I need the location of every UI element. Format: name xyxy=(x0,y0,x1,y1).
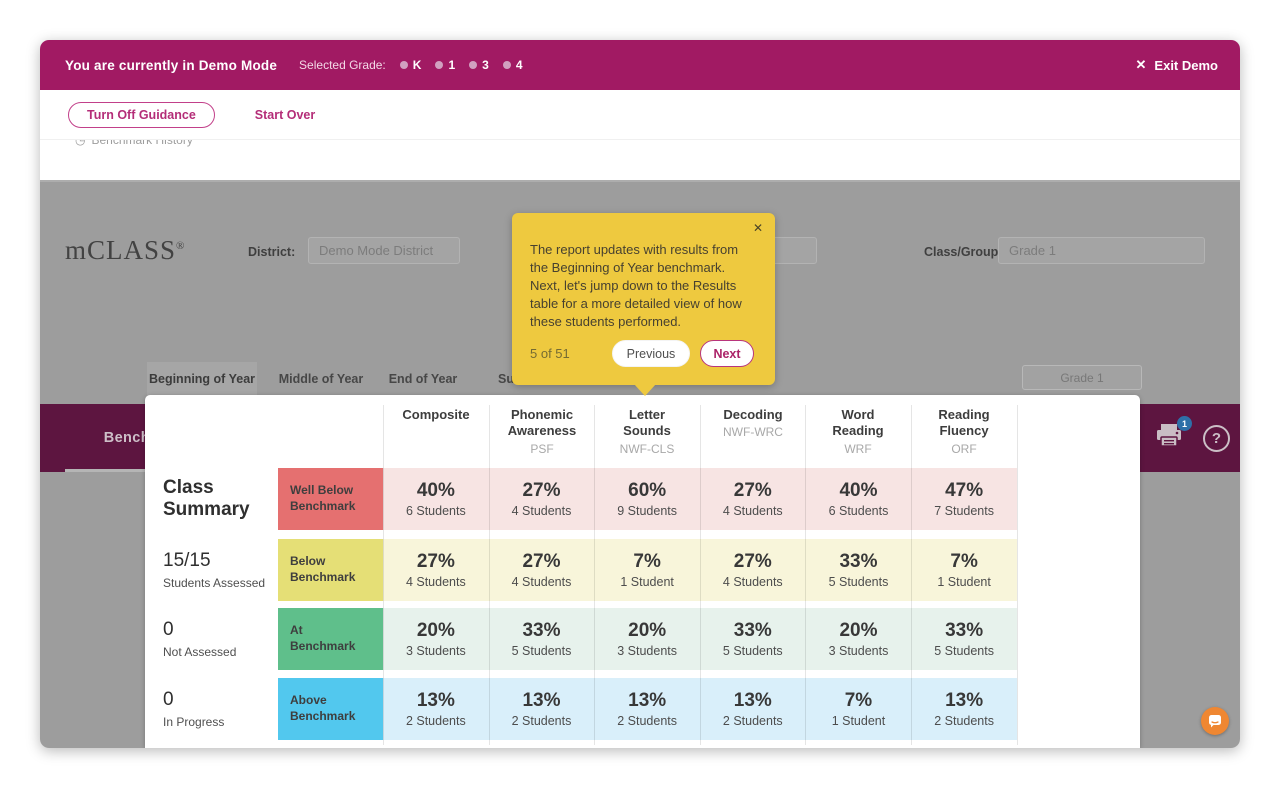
table-row-above: 0 In Progress Above Benchmark 13% 2 Stud… xyxy=(145,678,1140,740)
printer-icon xyxy=(1157,424,1181,447)
divider xyxy=(489,405,490,745)
district-input[interactable]: Demo Mode District xyxy=(308,237,460,264)
row-header-class-summary: Class Summary xyxy=(163,477,250,520)
table-cell: 33% 5 Students xyxy=(488,608,595,670)
divider xyxy=(700,405,701,745)
table-cell: 20% 3 Students xyxy=(805,608,912,670)
divider xyxy=(1017,405,1018,745)
table-cell: 33% 5 Students xyxy=(805,539,912,601)
divider xyxy=(40,180,1240,182)
demo-mode-banner: You are currently in Demo Mode Selected … xyxy=(40,40,1240,90)
table-row-below: 15/15 Students Assessed Below Benchmark … xyxy=(145,539,1140,601)
table-cell: 13% 2 Students xyxy=(594,678,700,740)
table-cell: 20% 3 Students xyxy=(594,608,700,670)
exit-demo-button[interactable]: ✕ Exit Demo xyxy=(1136,57,1218,73)
table-row-at: 0 Not Assessed At Benchmark 20% 3 Studen… xyxy=(145,608,1140,670)
radio-icon[interactable] xyxy=(435,61,444,69)
tooltip-caret xyxy=(634,384,656,396)
close-icon: ✕ xyxy=(1135,57,1147,72)
period-tab-partial[interactable]: Su xyxy=(498,371,514,386)
period-tab-beginning-of-year[interactable]: Beginning of Year xyxy=(147,362,257,395)
mclass-logo: mCLASS® xyxy=(65,235,186,265)
table-cell: 13% 2 Students xyxy=(911,678,1017,740)
period-tab-middle-of-year[interactable]: Middle of Year xyxy=(278,371,364,386)
table-cell: 7% 1 Student xyxy=(594,539,700,601)
table-cell: 27% 4 Students xyxy=(488,539,595,601)
start-over-link[interactable]: Start Over xyxy=(254,107,316,122)
table-cell: 60% 9 Students xyxy=(594,468,700,530)
turn-off-guidance-button[interactable]: Turn Off Guidance xyxy=(68,101,215,128)
well-below-benchmark-chip: Well Below Benchmark xyxy=(278,468,383,530)
app-window: You are currently in Demo Mode Selected … xyxy=(40,40,1240,748)
table-cell: 27% 4 Students xyxy=(383,539,489,601)
row-header-in-progress: 0 In Progress xyxy=(163,689,225,729)
table-cell: 27% 4 Students xyxy=(699,539,806,601)
registered-mark: ® xyxy=(176,240,186,252)
exit-demo-label: Exit Demo xyxy=(1154,57,1218,73)
table-cell: 40% 6 Students xyxy=(383,468,489,530)
table-cell: 7% 1 Student xyxy=(911,539,1017,601)
column-header-phonemic-awareness: Phonemic Awareness PSF xyxy=(507,407,577,456)
help-icon[interactable]: ? xyxy=(1203,425,1230,452)
class-group-input[interactable]: Grade 1 xyxy=(998,237,1205,264)
table-cell: 27% 4 Students xyxy=(488,468,595,530)
column-header-composite: Composite xyxy=(402,407,470,422)
close-icon[interactable]: ✕ xyxy=(752,221,763,235)
grade-option-3[interactable]: 3 xyxy=(469,58,489,72)
above-benchmark-chip: Above Benchmark xyxy=(278,678,383,740)
grade-select[interactable]: Grade 1 xyxy=(1022,365,1142,390)
class-group-label: Class/Group: xyxy=(924,245,1003,259)
radio-icon[interactable] xyxy=(502,61,511,69)
demo-mode-title: You are currently in Demo Mode xyxy=(65,57,278,73)
next-button[interactable]: Next xyxy=(700,340,754,367)
grade-option-4[interactable]: 4 xyxy=(502,58,523,72)
table-cell: 40% 6 Students xyxy=(805,468,912,530)
print-button[interactable]: 1 xyxy=(1154,416,1192,456)
class-summary-table: Composite Phonemic Awareness PSF Letter … xyxy=(145,395,1140,748)
print-count-badge: 1 xyxy=(1177,416,1192,431)
at-benchmark-chip: At Benchmark xyxy=(278,608,383,670)
app-header: mCLASS® District: Demo Mode District Cla… xyxy=(40,215,1240,295)
radio-icon[interactable] xyxy=(399,61,408,69)
radio-icon[interactable] xyxy=(469,61,478,69)
row-header-students-assessed: 15/15 Students Assessed xyxy=(163,550,266,590)
chat-button[interactable] xyxy=(1201,707,1229,735)
previous-button[interactable]: Previous xyxy=(612,340,690,367)
table-row-well-below: Class Summary Well Below Benchmark 40% 6… xyxy=(145,468,1140,530)
selected-grade-label: Selected Grade: xyxy=(299,58,386,72)
table-cell: 7% 1 Student xyxy=(805,678,912,740)
table-cell: 33% 5 Students xyxy=(911,608,1017,670)
table-cell: 13% 2 Students xyxy=(488,678,595,740)
step-counter: 5 of 51 xyxy=(530,346,570,361)
grade-option-1[interactable]: 1 xyxy=(435,58,455,72)
tooltip-text: The report updates with results from the… xyxy=(530,242,742,329)
column-header-decoding: Decoding NWF-WRC xyxy=(723,407,783,440)
history-icon: ◷ xyxy=(75,140,86,147)
row-header-not-assessed: 0 Not Assessed xyxy=(163,619,237,659)
below-benchmark-chip: Below Benchmark xyxy=(278,539,383,601)
table-cell: 27% 4 Students xyxy=(699,468,806,530)
table-cell: 13% 2 Students xyxy=(383,678,489,740)
table-cell: 33% 5 Students xyxy=(699,608,806,670)
column-header-letter-sounds: Letter Sounds NWF-CLS xyxy=(619,407,675,456)
guided-tour-tooltip: ✕ The report updates with results from t… xyxy=(512,213,775,385)
divider xyxy=(383,405,384,745)
scrolled-content-strip: ◷ Benchmark History xyxy=(40,140,1240,180)
table-cell: 20% 3 Students xyxy=(383,608,489,670)
table-cell: 13% 2 Students xyxy=(699,678,806,740)
column-header-word-reading: Word Reading WRF xyxy=(832,407,884,456)
benchmark-history-link[interactable]: Benchmark History xyxy=(91,140,193,147)
divider xyxy=(911,405,912,745)
guidance-bar: Turn Off Guidance Start Over xyxy=(40,90,1240,140)
column-header-reading-fluency: Reading Fluency ORF xyxy=(938,407,990,456)
divider xyxy=(594,405,595,745)
divider xyxy=(805,405,806,745)
table-cell: 47% 7 Students xyxy=(911,468,1017,530)
grade-option-k[interactable]: K xyxy=(399,58,421,72)
chat-bubble-icon xyxy=(1209,715,1221,728)
period-tab-end-of-year[interactable]: End of Year xyxy=(388,371,458,386)
district-label: District: xyxy=(248,245,296,259)
